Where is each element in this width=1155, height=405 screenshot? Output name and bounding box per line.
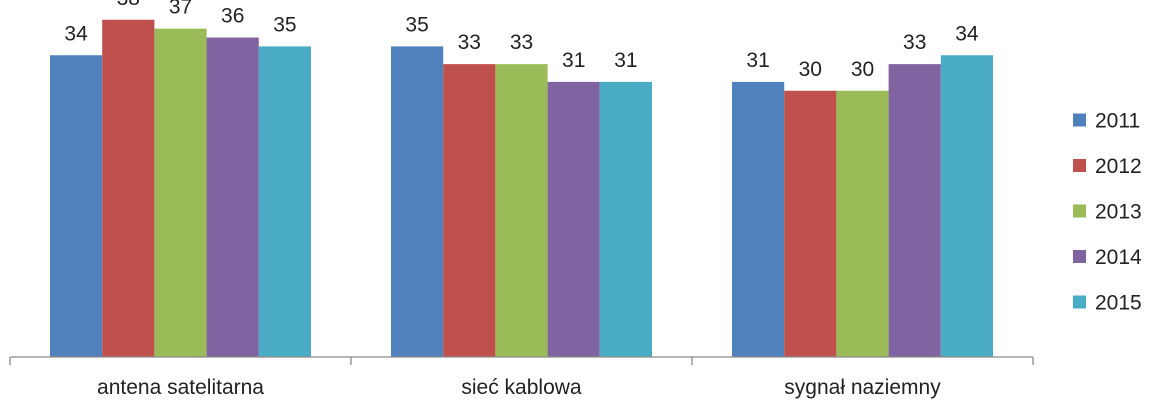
value-labels-layer: 34 38 37 36 35 35 33 33 31 31 31 30 30 33 34 (64, 0, 978, 81)
data-label-2012-0: 38 (117, 0, 140, 10)
bar-2011-1 (391, 46, 444, 358)
legend-label-2012: 2012 (1095, 155, 1142, 178)
bar-2013-0 (154, 28, 207, 358)
legend-label-2014: 2014 (1095, 246, 1142, 269)
bar-2011-2 (732, 81, 785, 358)
data-label-2012-1: 33 (458, 31, 481, 54)
bar-2015-1 (599, 81, 652, 358)
legend-swatch-2012 (1073, 159, 1086, 172)
bar-2012-2 (784, 90, 837, 357)
data-label-2014-0: 36 (221, 5, 244, 28)
bar-2014-0 (206, 37, 259, 357)
category-labels-layer: antena satelitarna sieć kablowa sygnał naz… (97, 376, 941, 399)
data-label-2014-1: 31 (562, 49, 585, 72)
data-label-2013-1: 33 (510, 31, 533, 54)
data-label-2014-2: 33 (903, 31, 926, 54)
bar-2013-1 (495, 64, 548, 358)
data-label-2013-0: 37 (169, 0, 192, 19)
bar-2014-1 (547, 81, 600, 358)
data-label-2013-2: 30 (851, 58, 874, 81)
bar-2011-0 (50, 55, 103, 357)
legend-swatch-2015 (1073, 295, 1086, 309)
data-label-2011-1: 35 (405, 13, 428, 36)
bar-2013-2 (836, 90, 889, 357)
x-axis (9, 356, 1034, 365)
data-label-2015-1: 31 (614, 49, 637, 72)
legend-swatch-2014 (1073, 250, 1086, 263)
data-label-2012-2: 30 (799, 58, 822, 81)
data-label-2015-2: 34 (955, 22, 979, 45)
legend-label-2015: 2015 (1095, 292, 1142, 315)
bar-2012-0 (102, 19, 155, 357)
legend-swatch-2013 (1073, 204, 1086, 218)
bar-2012-1 (443, 64, 496, 358)
legend-label-2013: 2013 (1095, 201, 1142, 224)
category-label-1: sieć kablowa (461, 376, 582, 399)
data-label-2015-0: 35 (273, 13, 296, 36)
legend-swatch-2011 (1073, 113, 1086, 127)
data-label-2011-2: 31 (746, 49, 769, 72)
category-label-2: sygnał naziemny (784, 376, 941, 399)
category-label-0: antena satelitarna (97, 376, 264, 399)
legend-label-2011: 2011 (1095, 110, 1140, 133)
bar-2014-2 (888, 64, 941, 358)
bar-2015-0 (258, 46, 311, 358)
bar-2015-2 (940, 55, 993, 357)
bars-layer (50, 19, 993, 358)
legend: 2011 2012 2013 2014 2015 (1073, 110, 1142, 315)
data-label-2011-0: 34 (64, 22, 88, 45)
